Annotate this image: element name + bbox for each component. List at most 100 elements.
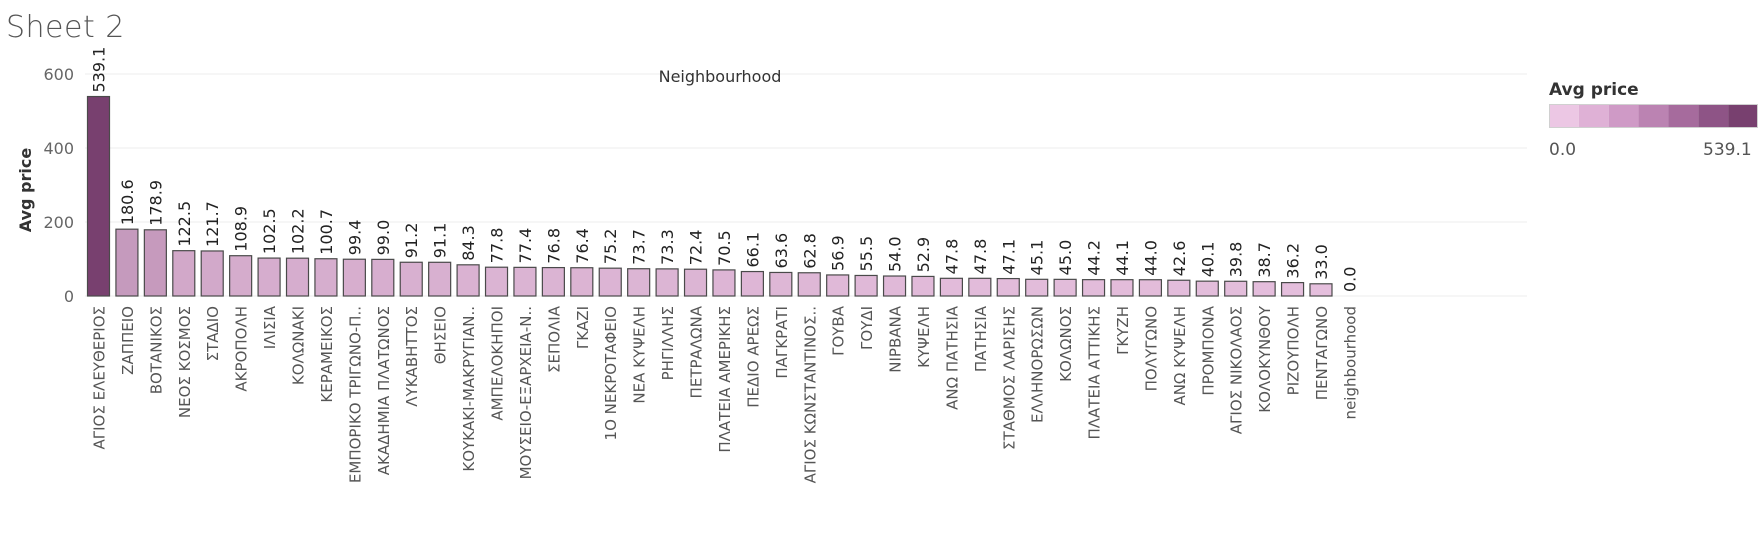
bar-value-label: 76.8 [544, 228, 563, 264]
bar[interactable] [1252, 281, 1276, 297]
bar[interactable] [428, 261, 452, 297]
x-tick-label: ΚΟΥΚΑΚΙ-ΜΑΚΡΥΓΙΑΝ.. [460, 306, 478, 472]
bar[interactable] [541, 266, 565, 297]
bar-value-label: 36.2 [1284, 243, 1303, 279]
x-tick-label: ΑΚΑΔΗΜΙΑ ΠΛΑΤΩΝΟΣ [375, 306, 393, 475]
bar-value-label: 108.9 [232, 206, 251, 252]
x-tick-label: ΚΟΛΩΝΟΣ [1057, 306, 1075, 382]
bar[interactable] [1280, 282, 1305, 297]
bar-value-label: 45.1 [1028, 240, 1047, 276]
x-tick-label: ΓΚΥΖΗ [1114, 306, 1132, 355]
bar[interactable] [143, 229, 167, 297]
bar-value-label: 44.0 [1141, 240, 1160, 276]
bar[interactable] [797, 272, 821, 297]
bar-value-label: 84.3 [459, 225, 478, 261]
bar[interactable] [229, 255, 253, 297]
x-tick-label: ΓΚΑΖΙ [574, 306, 592, 349]
x-tick-label: ΠΕΝΤΑΓΩΝΟ [1313, 306, 1331, 400]
x-tick-label: ΓΟΥΒΑ [830, 305, 848, 356]
legend-swatch [1578, 104, 1609, 128]
bar[interactable] [712, 269, 736, 297]
bar[interactable] [200, 250, 224, 297]
y-tick-label: 200 [43, 213, 74, 232]
bar-value-label: 40.1 [1198, 242, 1217, 278]
x-tick-label: ΚΕΡΑΜΕΙΚΟΣ [318, 306, 336, 403]
bar[interactable] [399, 261, 423, 297]
bar[interactable] [456, 264, 480, 297]
bar[interactable] [627, 268, 651, 297]
bar-value-label: 121.7 [203, 201, 222, 247]
x-tick-labels: ΑΓΙΟΣ ΕΛΕΥΘΕΡΙΟΣ ΖΑΠΠΕΙΟ ΒΟΤΑΝΙΚΟΣ ΝΕΟΣ ΚΟΣ… [91, 305, 1360, 483]
bar-value-label: 77.8 [488, 228, 507, 264]
bar-value-label: 102.2 [289, 208, 308, 254]
bar-value-label: 0.0 [1340, 267, 1359, 292]
x-tick-label: ΚΟΛΩΝΑΚΙ [290, 306, 308, 385]
bar[interactable] [1309, 283, 1333, 297]
x-tick-label: ΖΑΠΠΕΙΟ [119, 306, 137, 375]
bar[interactable] [314, 258, 338, 297]
bar[interactable] [1167, 279, 1191, 297]
bar[interactable] [854, 274, 878, 297]
bar[interactable] [996, 277, 1020, 297]
bar-value-label: 99.4 [345, 220, 364, 256]
bar[interactable] [484, 266, 509, 297]
bar[interactable] [598, 267, 622, 297]
bar[interactable] [1138, 279, 1163, 297]
legend-title: Avg price [1549, 80, 1639, 100]
bar[interactable] [1195, 280, 1219, 297]
bar[interactable] [683, 268, 708, 297]
x-tick-label: ΡΙΖΟΥΠΟΛΗ [1285, 306, 1303, 395]
bar[interactable] [115, 228, 139, 297]
bar[interactable] [172, 250, 196, 297]
bar-value-label: 33.0 [1312, 244, 1331, 280]
x-tick-label: ΠΛΑΤΕΙΑ ΑΜΕΡΙΚΗΣ [716, 306, 734, 453]
bar[interactable] [1025, 278, 1049, 297]
bar-value-label: 52.9 [914, 237, 933, 273]
bar[interactable] [740, 270, 764, 297]
bar-value-label: 178.9 [146, 180, 165, 226]
bar-value-label: 38.7 [1255, 242, 1274, 278]
bar-value-label: 180.6 [118, 179, 137, 225]
bar[interactable] [342, 258, 366, 297]
x-tick-label: ΠΟΛΥΓΩΝΟ [1142, 306, 1160, 391]
bar[interactable] [882, 275, 907, 297]
x-tick-label: ΕΜΠΟΡΙΚΟ ΤΡΙΓΩΝΟ-Π.. [346, 306, 364, 483]
bar-value-label: 47.1 [999, 239, 1018, 275]
bar[interactable] [968, 277, 992, 297]
x-tick-label: ΑΜΠΕΛΟΚΗΠΟΙ [489, 306, 507, 421]
bar-value-label: 73.7 [630, 229, 649, 265]
bar-value-label: 73.3 [658, 229, 677, 265]
bar[interactable] [1081, 279, 1106, 297]
bar[interactable] [655, 268, 679, 297]
bar[interactable] [257, 257, 281, 297]
bar[interactable] [1110, 279, 1134, 297]
bar[interactable] [1224, 280, 1248, 297]
legend-swatch [1698, 104, 1729, 128]
bar[interactable] [285, 257, 310, 297]
legend-swatch [1668, 104, 1699, 128]
x-tick-label: ΠΑΤΗΣΙΑ [972, 305, 990, 372]
x-tick-label: ΑΚΡΟΠΟΛΗ [233, 306, 251, 392]
x-tick-label: ΑΓΙΟΣ ΚΩΝΣΤΑΝΤΙΝΟΣ.. [801, 306, 819, 483]
x-tick-label: ΠΡΟΜΠΟΝΑ [1199, 305, 1217, 395]
bar[interactable] [371, 258, 395, 297]
legend-swatch [1728, 104, 1758, 128]
x-tick-label: ΘΗΣΕΙΟ [432, 306, 450, 364]
x-tick-label: ΑΝΩ ΠΑΤΗΣΙΑ [943, 305, 961, 410]
bar[interactable] [769, 271, 793, 297]
x-tick-label: ΝΙΡΒΑΝΑ [887, 305, 905, 372]
x-tick-label: ΒΟΤΑΝΙΚΟΣ [147, 306, 165, 394]
bar[interactable] [1053, 278, 1077, 297]
x-tick-label: ΑΓΙΟΣ ΕΛΕΥΘΕΡΙΟΣ [91, 306, 109, 450]
bar[interactable] [570, 267, 594, 297]
x-tick-label: ΜΟΥΣΕΙΟ-ΕΞΑΡΧΕΙΑ-Ν.. [517, 306, 535, 479]
bar[interactable] [939, 277, 964, 297]
x-tick-label: ΣΕΠΟΛΙΑ [545, 305, 563, 373]
bar-value-label: 54.0 [886, 236, 905, 272]
bar-value-label: 42.6 [1170, 241, 1189, 277]
bar[interactable] [911, 275, 935, 297]
legend-min-label: 0.0 [1549, 140, 1577, 160]
bar[interactable] [86, 95, 111, 297]
bar[interactable] [513, 266, 537, 297]
bar[interactable] [826, 274, 850, 297]
